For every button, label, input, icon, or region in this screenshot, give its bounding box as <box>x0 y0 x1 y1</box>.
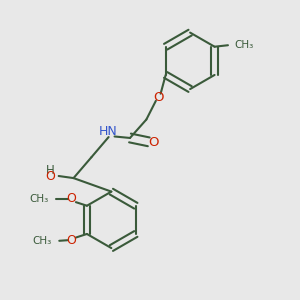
Text: HN: HN <box>99 124 118 138</box>
Text: O: O <box>67 192 76 206</box>
Text: CH₃: CH₃ <box>30 194 49 205</box>
Text: O: O <box>67 234 76 247</box>
Text: O: O <box>148 136 159 149</box>
Text: CH₃: CH₃ <box>33 236 52 246</box>
Text: H: H <box>45 164 54 177</box>
Text: O: O <box>153 91 164 104</box>
Text: O: O <box>45 170 55 183</box>
Text: CH₃: CH₃ <box>235 40 254 50</box>
